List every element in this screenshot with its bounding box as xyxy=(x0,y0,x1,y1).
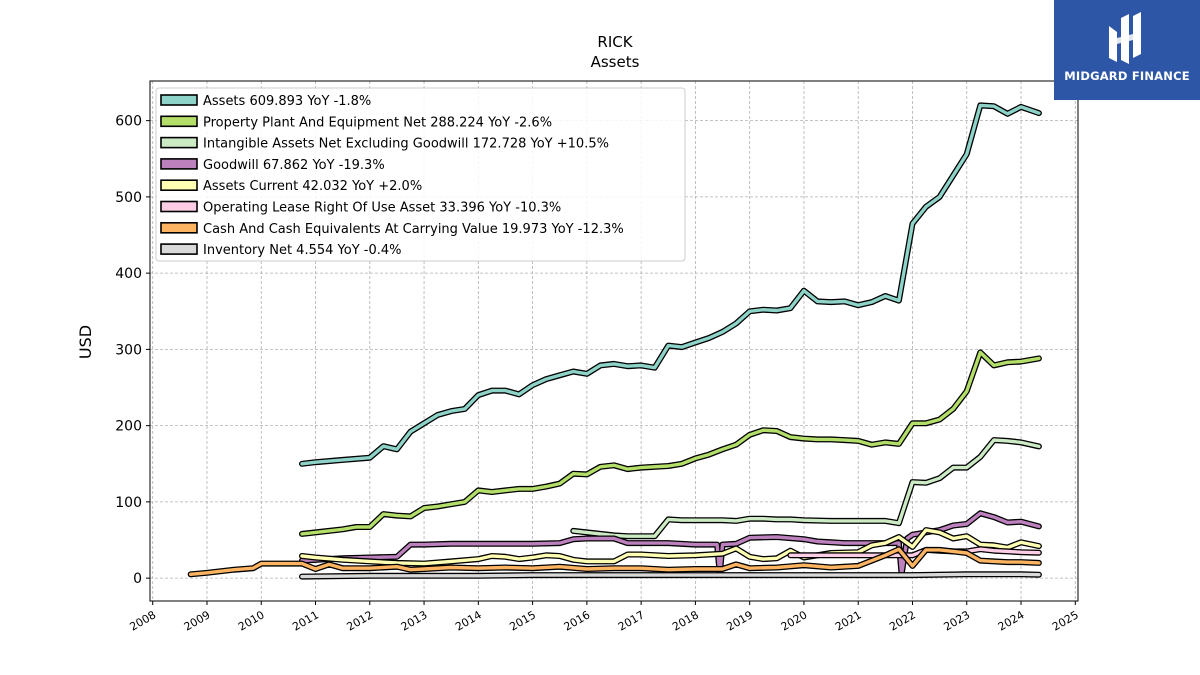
brand-name: MIDGARD FINANCE xyxy=(1064,69,1190,83)
legend-swatch xyxy=(160,243,198,255)
x-tick-label: 2009 xyxy=(182,608,213,633)
legend-entry-label: Assets 609.893 YoY -1.8% xyxy=(203,94,371,109)
series-line xyxy=(300,103,1041,466)
x-tick-label: 2016 xyxy=(562,608,593,633)
legend-entry-label: Operating Lease Right Of Use Asset 33.39… xyxy=(203,201,561,216)
legend-swatch xyxy=(160,158,198,170)
x-tick-label: 2019 xyxy=(724,608,755,633)
legend-swatch xyxy=(160,179,198,191)
x-tick-label: 2024 xyxy=(996,608,1027,633)
series-line xyxy=(300,350,1041,536)
x-tick-label: 2010 xyxy=(236,608,267,633)
series-line xyxy=(189,547,1041,576)
legend-swatch xyxy=(160,200,198,213)
y-tick-label: 500 xyxy=(115,190,142,206)
x-tick-label: 2014 xyxy=(453,608,484,633)
legend-box xyxy=(155,87,686,262)
x-tick-label: 2011 xyxy=(290,608,321,633)
y-axis-label: USD xyxy=(76,325,95,359)
series-lines xyxy=(187,102,1042,580)
series-line-outline xyxy=(299,349,1042,537)
brand-logo: MIDGARD FINANCE xyxy=(1054,0,1200,100)
legend-entry-label: Goodwill 67.862 YoY -19.3% xyxy=(203,158,385,173)
y-tick-label: 300 xyxy=(115,342,142,358)
x-tick-label: 2008 xyxy=(127,608,158,633)
x-tick-label: 2015 xyxy=(507,608,538,633)
series-line xyxy=(300,528,1041,566)
x-tick-label: 2012 xyxy=(345,608,376,633)
legend-swatch xyxy=(160,94,198,106)
series-line xyxy=(300,572,1041,579)
y-axis: 0 100 200 300 400 500 600 xyxy=(115,114,150,587)
legend: Assets 609.893 YoY -1.8% Property Plant A… xyxy=(155,87,686,262)
x-tick-label: 2020 xyxy=(779,608,810,633)
x-axis: 2008 2009 2010 2011 2012 2013 2014 2015 2016 2017… xyxy=(127,601,1081,634)
x-tick-label: 2013 xyxy=(399,608,430,633)
x-tick-label: 2018 xyxy=(670,608,701,633)
x-tick-label: 2021 xyxy=(833,608,864,633)
x-tick-label: 2025 xyxy=(1050,608,1081,633)
y-tick-label: 100 xyxy=(115,495,142,511)
y-tick-label: 600 xyxy=(115,114,142,130)
y-tick-label: 200 xyxy=(115,419,142,435)
y-tick-label: 400 xyxy=(115,266,142,282)
x-tick-label: 2022 xyxy=(887,608,918,633)
chart-subtitle: Assets xyxy=(591,53,640,71)
legend-entry-label: Cash And Cash Equivalents At Carrying Va… xyxy=(203,222,624,237)
legend-swatch xyxy=(160,136,198,149)
legend-swatch xyxy=(160,115,198,128)
y-tick-label: 0 xyxy=(133,571,142,587)
plot-area-frame xyxy=(149,80,1079,602)
legend-entry-label: Intangible Assets Net Excluding Goodwill… xyxy=(203,137,609,152)
legend-entry-label: Property Plant And Equipment Net 288.224… xyxy=(203,115,552,130)
legend-swatch xyxy=(160,222,198,234)
x-tick-label: 2017 xyxy=(616,608,647,633)
series-line xyxy=(571,438,1041,538)
midgard-logo-icon xyxy=(1109,12,1141,64)
legend-entry-label: Inventory Net 4.554 YoY -0.4% xyxy=(203,243,402,258)
legend-entry-label: Assets Current 42.032 YoY +2.0% xyxy=(203,179,422,194)
chart-title: RICK xyxy=(597,33,633,51)
x-tick-label: 2023 xyxy=(941,608,972,633)
